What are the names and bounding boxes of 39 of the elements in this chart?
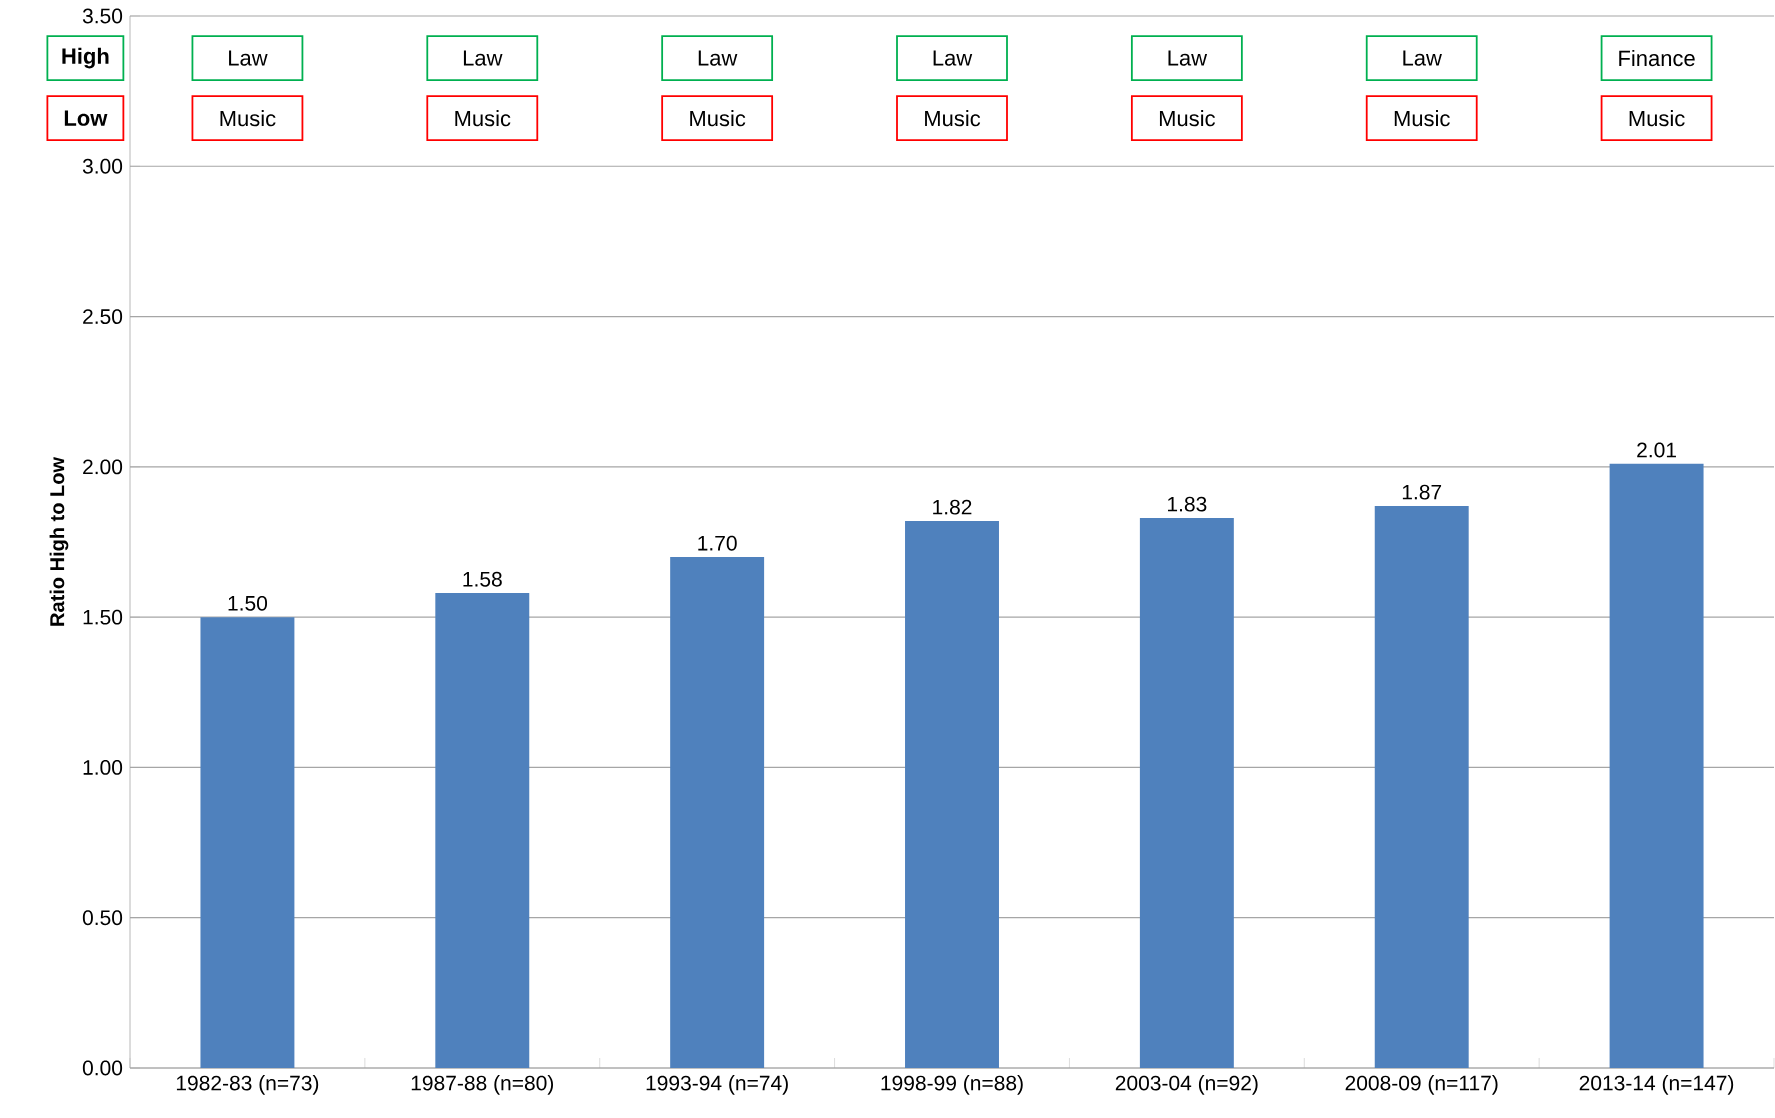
y-tick-label: 1.00 [83, 760, 123, 775]
y-tick-label: 3.00 [82, 158, 123, 174]
annotation: Music [1159, 110, 1215, 127]
annotation: Law [463, 50, 503, 66]
annotation: Law [1168, 50, 1208, 66]
data-label: 2.01 [1637, 442, 1676, 458]
y-tick-label: 2.50 [83, 309, 123, 325]
y-tick-label: 1.50 [83, 609, 123, 625]
annotation: Finance [1619, 49, 1695, 67]
annotation: Music [925, 110, 981, 127]
y-tick-label: 2.00 [83, 459, 123, 475]
annotation: Law [698, 50, 738, 66]
annotation: Music [1629, 110, 1685, 127]
annotation: Law [229, 50, 268, 66]
text: High [62, 47, 109, 69]
data-label: 1.82 [933, 499, 972, 515]
annotation: Music [1394, 110, 1450, 127]
data-label: 1.50 [228, 595, 268, 611]
x-tick-label: 2008-09 (n=117) [1345, 1075, 1498, 1095]
annotation: Music [220, 110, 276, 127]
annotation: Law [1403, 50, 1442, 66]
annotation: Law [933, 50, 973, 66]
y-tick-label: 3.50 [82, 8, 123, 24]
x-tick-label: 1993-94 (n=74) [646, 1075, 788, 1095]
data-label: 1.58 [463, 571, 502, 587]
text: Low [64, 110, 108, 126]
x-tick-label: 1982-83 (n=73) [176, 1075, 319, 1095]
x-tick-label: 2003-04 (n=92) [1115, 1075, 1258, 1095]
y-tick-label: 0.00 [82, 1060, 123, 1076]
x-tick-label: 1987-88 (n=80) [411, 1075, 554, 1095]
annotation: Music [690, 110, 746, 127]
data-label: 1.83 [1168, 496, 1207, 512]
y-axis-title: Ratio High to Low [49, 456, 69, 626]
x-tick-label: 1998-99 (n=88) [881, 1075, 1023, 1095]
annotation: Music [455, 110, 511, 127]
y-tick-label: 0.50 [82, 910, 123, 926]
data-label: 1.70 [698, 535, 737, 551]
data-label: 1.87 [1402, 484, 1442, 500]
x-tick-label: 2013-14 (n=147) [1579, 1075, 1734, 1095]
